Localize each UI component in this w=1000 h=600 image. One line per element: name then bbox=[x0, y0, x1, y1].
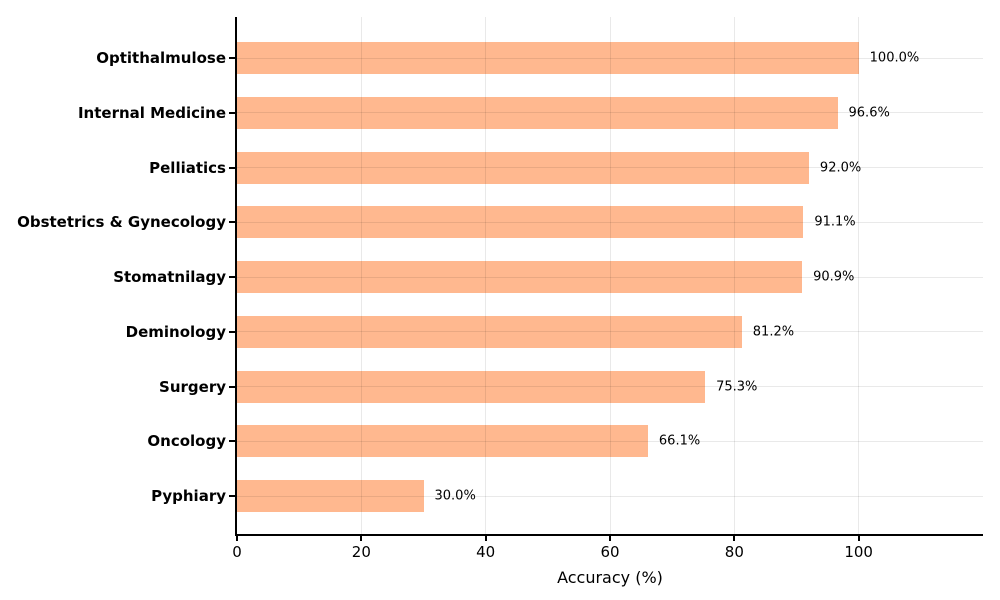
x-axis-spine bbox=[235, 534, 983, 536]
x-axis-tick-label: 80 bbox=[724, 543, 744, 561]
category-label-obstetrics-gynecology: Obstetrics & Gynecology bbox=[17, 213, 226, 232]
bar-value-label: 66.1% bbox=[658, 433, 701, 449]
y-axis-tick bbox=[229, 57, 235, 59]
bar-value-label: 91.1% bbox=[814, 214, 856, 230]
category-label-internal-medicine: Internal Medicine bbox=[77, 103, 226, 122]
x-axis-tick-label: 20 bbox=[351, 543, 371, 561]
bar-obstetrics-gynecology bbox=[237, 206, 804, 239]
category-label-deminology: Deminology bbox=[125, 322, 226, 341]
x-axis-tick-label: 60 bbox=[600, 543, 620, 561]
bar-value-label: 30.0% bbox=[434, 488, 476, 504]
bar-oncology bbox=[237, 425, 648, 458]
x-axis-tick-label: 0 bbox=[232, 543, 242, 561]
bar-deminology bbox=[237, 315, 742, 348]
category-label-surgery: Surgery bbox=[159, 377, 226, 396]
y-axis-tick bbox=[229, 330, 235, 333]
x-axis-tick bbox=[857, 536, 860, 541]
bar-surgery bbox=[237, 370, 706, 403]
bar-optithalmulose bbox=[237, 42, 859, 74]
horizontal-gridline bbox=[237, 386, 983, 387]
vertical-gridline bbox=[609, 17, 611, 535]
vertical-gridline bbox=[858, 17, 860, 535]
y-axis-tick bbox=[229, 495, 235, 497]
horizontal-gridline bbox=[237, 167, 983, 168]
y-axis-tick bbox=[229, 276, 235, 278]
y-axis-tick bbox=[229, 385, 235, 388]
horizontal-gridline bbox=[237, 276, 983, 278]
bar-value-label: 96.6% bbox=[848, 105, 890, 121]
vertical-gridline bbox=[485, 17, 487, 535]
category-label-optithalmulose: Optithalmulose bbox=[96, 49, 226, 67]
bar-value-label: 81.2% bbox=[752, 324, 795, 340]
bar-value-label: 90.9% bbox=[813, 269, 855, 285]
x-axis-tick bbox=[609, 536, 611, 541]
category-label-pyphiary: Pyphiary bbox=[151, 487, 226, 505]
x-axis-title: Accuracy (%) bbox=[557, 568, 663, 587]
horizontal-gridline bbox=[237, 112, 983, 114]
y-axis-tick bbox=[229, 111, 235, 114]
bar-value-label: 75.3% bbox=[716, 379, 758, 394]
x-axis-tick bbox=[236, 536, 238, 541]
horizontal-gridline bbox=[237, 57, 983, 59]
horizontal-gridline bbox=[237, 495, 983, 497]
x-axis-tick-label: 40 bbox=[476, 543, 496, 561]
y-axis-tick bbox=[229, 221, 235, 224]
vertical-gridline bbox=[360, 17, 362, 535]
bar-value-label: 100.0% bbox=[869, 50, 920, 66]
plot-area: 100.0% 96.6% 92.0% 91.1% 90.9% 81.2% 75.3% 66.1… bbox=[237, 17, 983, 535]
horizontal-gridline bbox=[237, 221, 983, 223]
bar-stomatnilagy bbox=[237, 261, 803, 293]
x-axis-tick bbox=[733, 536, 736, 541]
vertical-gridline bbox=[733, 17, 735, 535]
y-axis-tick bbox=[229, 166, 235, 169]
y-axis-spine bbox=[235, 17, 237, 536]
horizontal-gridline bbox=[237, 440, 983, 442]
bar-value-label: 92.0% bbox=[819, 160, 862, 175]
bar-pelliatics bbox=[237, 151, 809, 184]
bar-pyphiary bbox=[237, 480, 424, 512]
x-axis-tick bbox=[360, 536, 363, 541]
x-axis-tick-label: 100 bbox=[844, 543, 873, 561]
category-label-stomatnilagy: Stomatnilagy bbox=[113, 268, 226, 286]
x-axis-tick bbox=[484, 536, 487, 541]
horizontal-gridline bbox=[237, 331, 983, 333]
category-label-oncology: Oncology bbox=[147, 432, 226, 451]
bar-internal-medicine bbox=[237, 96, 838, 129]
category-label-pelliatics: Pelliatics bbox=[149, 158, 226, 177]
y-axis-tick bbox=[229, 440, 235, 443]
